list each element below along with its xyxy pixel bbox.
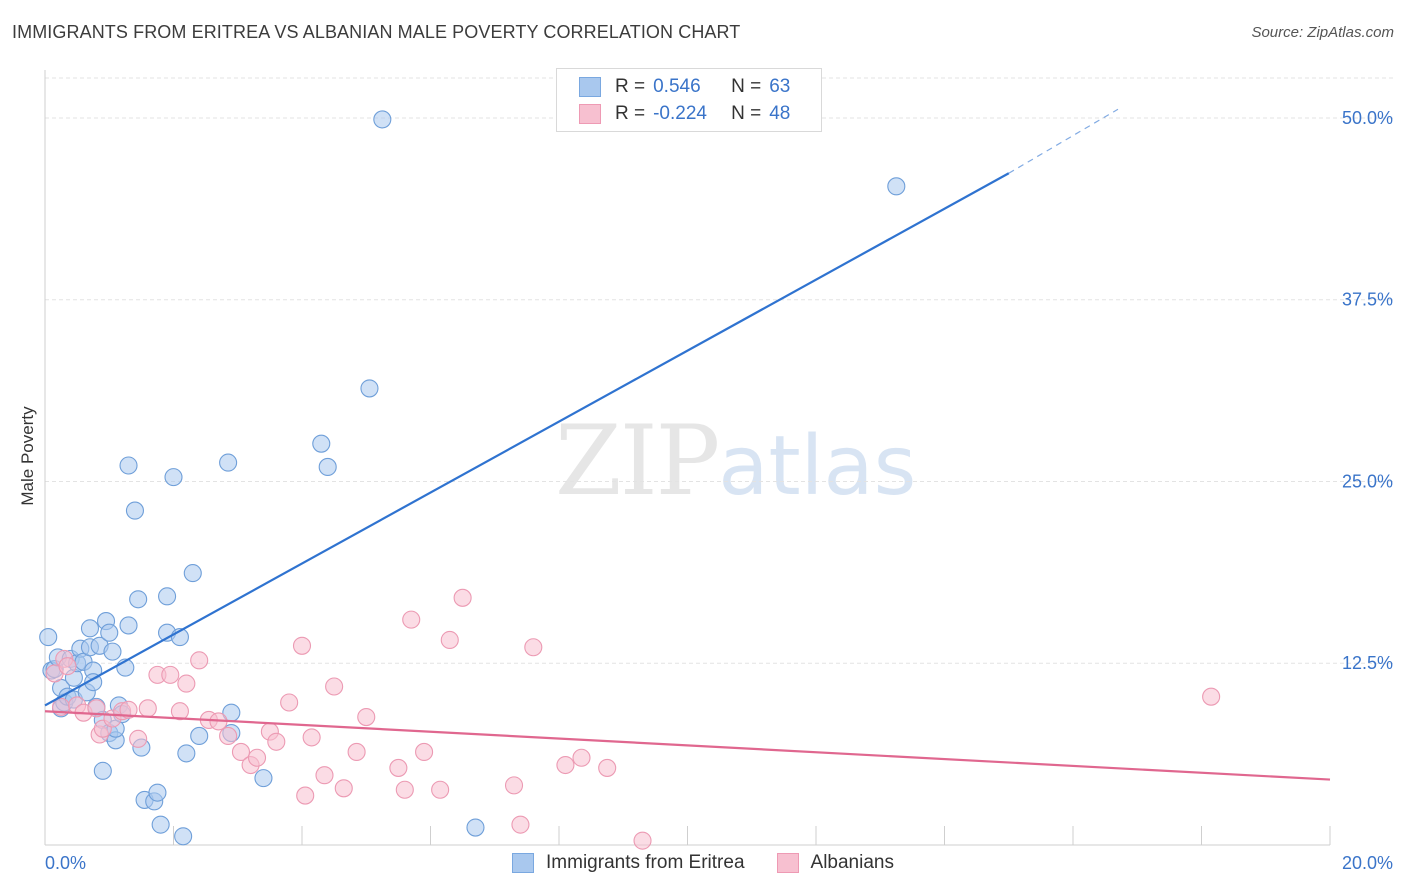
albanian-point <box>357 707 376 727</box>
legend-n-value: 63 <box>769 76 791 97</box>
eritrea-point <box>887 177 906 196</box>
eritrea-point <box>158 587 177 606</box>
albanian-point <box>347 742 366 761</box>
legend-r-value: 0.546 <box>653 76 701 97</box>
watermark-atlas: atlas <box>718 419 917 514</box>
albanian-point <box>296 786 315 805</box>
albanian-point <box>598 758 617 777</box>
albanian-point <box>138 699 157 718</box>
albanian-point <box>58 657 77 676</box>
albanian-point <box>292 636 312 655</box>
albanian-point <box>247 748 267 767</box>
series-legend: Immigrants from Eritrea Albanians <box>0 852 1406 874</box>
eritrea-point <box>312 434 331 453</box>
series-legend-albanians[interactable]: Albanians <box>776 852 894 874</box>
y-tick-label: 50.0% <box>1342 108 1393 128</box>
x-tick-label: 0.0% <box>45 853 86 873</box>
eritrea-trendline <box>44 172 1010 707</box>
albanian-point <box>129 729 148 748</box>
watermark-zip: ZIP <box>555 405 720 517</box>
albanian-point <box>231 742 251 761</box>
legend-row-albanians: R = -0.224 N = 48 <box>579 101 790 127</box>
legend-r-value: -0.224 <box>653 103 707 124</box>
eritrea-point <box>119 616 138 635</box>
eritrea-point <box>174 827 193 846</box>
albanian-point <box>302 728 321 747</box>
source-label: Source: ZipAtlas.com <box>1251 24 1394 41</box>
y-tick-label: 25.0% <box>1342 471 1393 491</box>
series-name-eritrea: Immigrants from Eritrea <box>546 852 745 873</box>
albanian-point <box>267 732 286 751</box>
eritrea-point <box>151 815 170 834</box>
eritrea-point <box>129 590 148 609</box>
albanian-point <box>280 693 299 712</box>
y-tick-label: 12.5% <box>1342 653 1393 673</box>
albanian-point <box>453 588 472 607</box>
albanian-point <box>402 610 421 629</box>
albanian-point <box>389 758 408 777</box>
albanian-point <box>177 674 196 693</box>
chart-title: IMMIGRANTS FROM ERITREA VS ALBANIAN MALE… <box>12 22 741 42</box>
eritrea-point <box>103 642 122 661</box>
albanian-point <box>219 726 238 745</box>
watermark: ZIPatlas <box>555 405 916 517</box>
eritrea-point <box>39 628 58 647</box>
eritrea-point <box>119 456 138 475</box>
legend-n-value: 48 <box>769 103 791 124</box>
albanian-point <box>504 776 524 795</box>
series-legend-eritrea[interactable]: Immigrants from Eritrea <box>512 852 745 874</box>
legend-swatch-albanians <box>579 104 601 124</box>
albanian-point <box>395 780 414 799</box>
albanian-point <box>440 630 459 650</box>
albanian-point <box>524 638 543 657</box>
eritrea-point <box>190 726 209 745</box>
y-tick-label: 37.5% <box>1342 290 1393 310</box>
correlation-legend: R = 0.546 N = 63 R = -0.224 N = 48 <box>556 68 822 132</box>
albanian-point <box>190 651 209 670</box>
eritrea-trendline-extension <box>1008 108 1119 174</box>
legend-row-eritrea: R = 0.546 N = 63 <box>579 74 790 100</box>
albanian-point <box>572 748 591 767</box>
albanian-trendline <box>44 710 1331 781</box>
legend-r-label: R = <box>615 76 646 97</box>
eritrea-point <box>93 761 112 780</box>
eritrea-point <box>254 769 273 788</box>
eritrea-point <box>125 501 144 520</box>
albanian-point <box>325 677 344 696</box>
eritrea-point <box>177 744 196 763</box>
eritrea-point <box>84 673 103 692</box>
albanian-point <box>556 755 575 775</box>
legend-r-label: R = <box>615 103 646 124</box>
eritrea-point <box>219 453 238 472</box>
legend-n-label: N = <box>731 76 762 97</box>
eritrea-point <box>360 379 379 398</box>
eritrea-point <box>80 619 100 638</box>
albanian-point <box>633 831 652 850</box>
series-swatch-eritrea <box>512 853 535 873</box>
albanian-point <box>1202 687 1221 706</box>
eritrea-point <box>100 623 119 642</box>
albanian-point <box>315 766 334 785</box>
albanian-point <box>161 665 180 684</box>
x-tick-label: 20.0% <box>1342 853 1393 873</box>
albanian-point <box>511 815 530 834</box>
albanian-point <box>334 779 353 798</box>
albanian-point <box>170 702 189 721</box>
legend-n-label: N = <box>731 103 762 124</box>
albanian-point <box>87 699 106 718</box>
series-name-albanians: Albanians <box>810 852 894 873</box>
eritrea-point <box>466 818 485 837</box>
eritrea-point <box>183 564 202 583</box>
albanian-point <box>415 742 434 761</box>
legend-swatch-eritrea <box>579 77 601 97</box>
eritrea-point <box>373 110 392 129</box>
eritrea-point <box>318 457 337 477</box>
albanian-point <box>119 700 138 719</box>
eritrea-point <box>148 783 167 802</box>
albanian-point <box>431 780 450 799</box>
eritrea-point <box>164 468 183 487</box>
series-swatch-albanians <box>776 853 799 873</box>
